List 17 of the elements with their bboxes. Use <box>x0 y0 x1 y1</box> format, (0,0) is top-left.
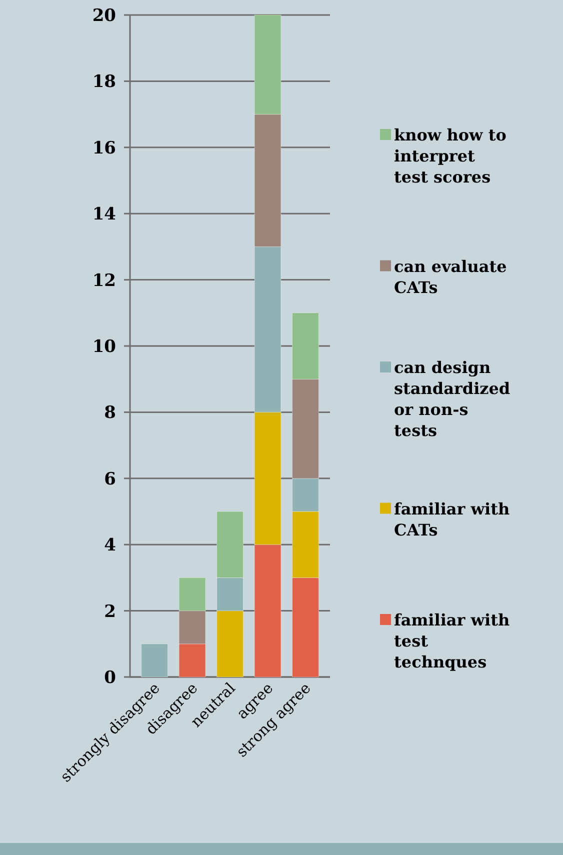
legend-label: know how to interpret test scores <box>394 126 507 187</box>
y-tick-label: 2 <box>104 602 116 622</box>
y-tick-label: 4 <box>104 536 116 556</box>
y-tick-label: 14 <box>92 204 116 225</box>
legend-label: familiar with CATs <box>394 499 510 540</box>
y-tick-label: 10 <box>92 336 116 357</box>
y-tick-label: 0 <box>104 668 116 688</box>
y-tick-label: 20 <box>92 6 116 26</box>
legend-label: can design standardized or non-s tests <box>394 358 510 440</box>
y-tick-label: 18 <box>92 72 116 92</box>
legend-label: familiar with test technques <box>394 610 510 672</box>
y-tick-label: 12 <box>92 270 116 291</box>
y-tick-label: 6 <box>104 469 116 490</box>
bar <box>141 644 168 678</box>
y-tick-label: 16 <box>92 138 116 158</box>
y-tick-label: 8 <box>104 403 116 424</box>
legend-label: can evaluate CATs <box>394 256 507 297</box>
